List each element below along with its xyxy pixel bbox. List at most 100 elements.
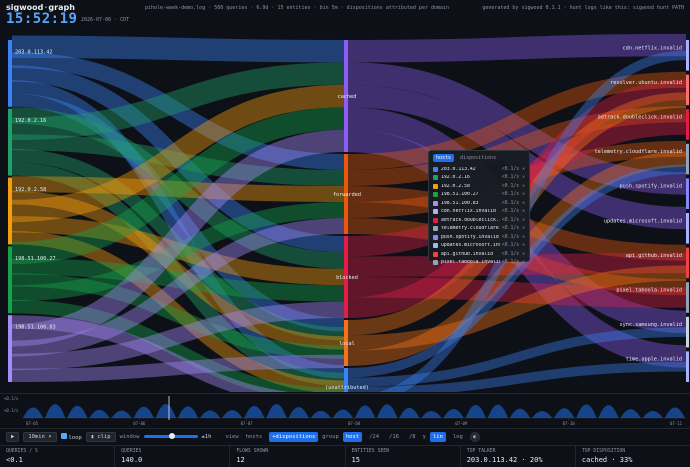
domain-node[interactable] (686, 109, 689, 140)
disposition-node[interactable] (344, 320, 348, 366)
domain-node[interactable] (686, 213, 689, 244)
legend-row[interactable]: 192.0.2.16 <0.1/s ✕ (433, 174, 525, 183)
clip-button[interactable]: ▮ clip (85, 431, 116, 442)
close-icon[interactable]: ✕ (522, 183, 525, 189)
close-icon[interactable]: ✕ (522, 192, 525, 198)
host-label: 203.0.113.42 (15, 49, 52, 55)
timeline-day-label: 07-06 (133, 421, 146, 426)
close-icon[interactable]: ✕ (522, 166, 525, 172)
timeline-peak (288, 407, 309, 418)
play-button[interactable]: ▶ (6, 431, 20, 442)
legend-row[interactable]: 203.0.113.42 <0.1/s ✕ (433, 165, 525, 174)
legend-name: pixel.taboola.invalid (441, 260, 500, 266)
host-label: 198.51.100.27 (15, 256, 56, 262)
legend-row[interactable]: 192.0.2.58 <0.1/s ✕ (433, 182, 525, 191)
domain-node[interactable] (686, 178, 689, 209)
stat-value: 140.0 (121, 456, 143, 464)
disposition-node[interactable] (344, 236, 348, 318)
legend-row[interactable]: cdn.netflix.invalid <0.1/s ✕ (433, 208, 525, 217)
legend-rate: <0.1/s (501, 209, 520, 215)
legend-tab-hosts[interactable]: hosts (433, 154, 455, 162)
disposition-node[interactable] (344, 154, 348, 234)
loop-checkbox[interactable] (60, 432, 67, 439)
timeline-peak (465, 404, 486, 418)
legend-swatch (433, 166, 438, 172)
legend-panel[interactable]: hosts dispositions 203.0.113.42 <0.1/s ✕ 19… (428, 150, 530, 266)
close-icon[interactable]: ✕ (522, 251, 525, 257)
sankey-link (347, 106, 687, 186)
sankey-svg[interactable]: 203.0.113.42 192.0.2.16 192.0.2.58 198.51.1… (0, 34, 690, 392)
legend-row[interactable]: telemetry.cloudflare...<0.1/s✕ (433, 225, 525, 234)
close-icon[interactable]: ✕ (522, 200, 525, 206)
brand-separator: · (44, 3, 48, 12)
host-node[interactable] (8, 246, 12, 314)
domain-node[interactable] (686, 316, 689, 348)
timeline-ylabel-bottom: <0.1/s (4, 408, 19, 413)
host-node[interactable] (8, 315, 12, 382)
domain-node[interactable] (686, 247, 689, 279)
legend-row[interactable]: adtrack.doubleclick... <0.1/s ✕ (433, 216, 525, 225)
domain-node[interactable] (686, 143, 689, 175)
legend-row[interactable]: push.spotify.invalid <0.1/s ✕ (433, 233, 525, 242)
group-label: group (322, 433, 339, 440)
window-slider[interactable] (143, 433, 198, 439)
legend-swatch (433, 217, 438, 223)
legend-rate: <0.1/s (501, 226, 520, 232)
sankey-graph[interactable]: 203.0.113.42 192.0.2.16 192.0.2.58 198.51.1… (0, 34, 690, 392)
timeline[interactable]: <0.1/s <0.1/s 07-05 07-06 07-07 07-08 07-09 07-… (0, 393, 690, 427)
legend-row[interactable]: 198.51.100.83 <0.1/s ✕ (433, 199, 525, 208)
view-option-dispositions[interactable]: +dispositions (269, 431, 319, 442)
domain-label: api.github.invalid (626, 253, 682, 259)
scale-option-log[interactable]: log (452, 433, 463, 440)
group-option-8[interactable]: /8 (408, 433, 416, 440)
disposition-node[interactable] (344, 40, 348, 152)
timeline-peak (576, 404, 597, 418)
speed-select[interactable]: 10min ▾ (23, 431, 57, 442)
group-option-16[interactable]: /16 (389, 433, 399, 440)
sankey-link (11, 52, 345, 170)
legend-tabs[interactable]: hosts dispositions (433, 154, 525, 162)
disposition-label: forwarded (333, 192, 361, 198)
host-node[interactable] (8, 40, 12, 107)
window-slider-knob[interactable] (168, 433, 175, 439)
disposition-node[interactable] (344, 368, 348, 392)
host-label: 192.0.2.16 (15, 118, 46, 124)
close-icon[interactable]: ✕ (522, 209, 525, 215)
legend-swatch (433, 251, 438, 257)
header: sigwood·graph pihole-week-demo.log · 560… (0, 0, 690, 34)
domain-node[interactable] (686, 351, 689, 382)
close-icon[interactable]: ✕ (522, 234, 525, 240)
legend-row[interactable]: 198.51.100.27 <0.1/s ✕ (433, 191, 525, 200)
group-option-24[interactable]: /24 (369, 433, 380, 440)
domain-label: push.spotify.invalid (620, 184, 682, 190)
legend-row[interactable]: updates.microsoft.inv...<0.1/s✕ (433, 242, 525, 251)
close-icon[interactable]: ✕ (522, 260, 525, 266)
stat-key: QUERIES / S (6, 449, 38, 454)
legend-swatch (433, 183, 438, 189)
domain-node[interactable] (686, 40, 689, 71)
view-option-hosts[interactable]: hosts (245, 433, 263, 440)
theme-toggle-icon[interactable]: ◐ (469, 431, 480, 442)
close-icon[interactable]: ✕ (522, 175, 525, 181)
timeline-peak (133, 406, 154, 418)
domain-node[interactable] (686, 74, 689, 106)
timeline-peak (111, 410, 132, 418)
close-icon[interactable]: ✕ (522, 243, 525, 249)
sankey-link (11, 129, 345, 347)
timeline-histogram[interactable]: <0.1/s <0.1/s 07-05 07-06 07-07 07-08 07-09 07-… (0, 394, 690, 428)
timeline-day-label: 07-11 (670, 421, 683, 426)
close-icon[interactable]: ✕ (522, 226, 525, 232)
host-node[interactable] (8, 177, 12, 245)
legend-swatch (433, 175, 438, 181)
domain-node[interactable] (686, 282, 689, 313)
legend-row[interactable]: pixel.taboola.invalid <0.1/s ✕ (433, 259, 525, 268)
sankey-link (347, 164, 687, 378)
close-icon[interactable]: ✕ (522, 217, 525, 223)
legend-row[interactable]: api.github.invalid <0.1/s ✕ (433, 250, 525, 259)
legend-tab-dispositions[interactable]: dispositions (460, 155, 497, 161)
host-node[interactable] (8, 108, 12, 176)
loop-toggle[interactable]: loop (60, 432, 82, 441)
stat-key: TOP TALKER (466, 449, 496, 454)
scale-option-lin[interactable]: lin (429, 431, 446, 442)
group-option-host[interactable]: host (342, 431, 363, 442)
